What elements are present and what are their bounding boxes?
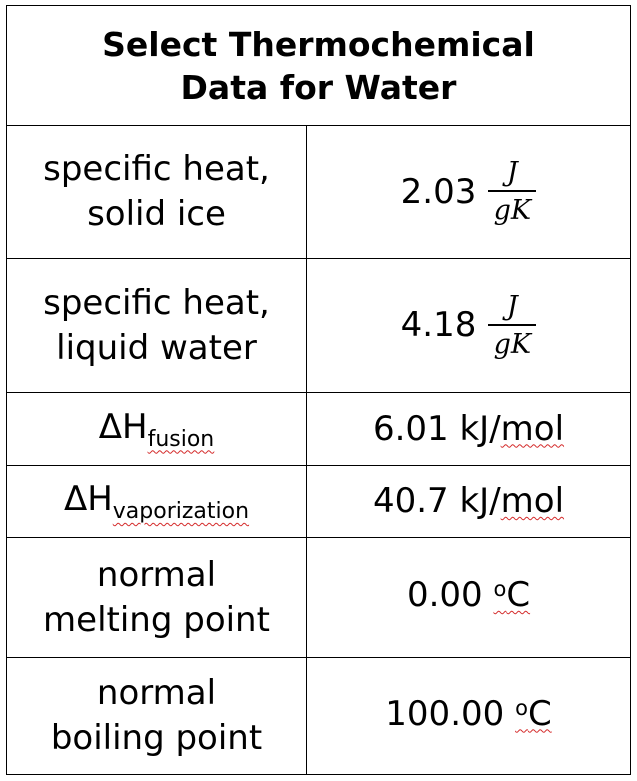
table-title: Select Thermochemical Data for Water <box>7 6 630 126</box>
table-title-line-2: Data for Water <box>180 67 457 107</box>
celsius-symbol: C <box>527 693 552 734</box>
value-unit: mol <box>500 481 565 521</box>
row-label-line-2: melting point <box>43 599 270 640</box>
table-title-line-1: Select Thermochemical <box>102 24 535 64</box>
row-label-line-2: liquid water <box>56 327 257 368</box>
degree-unit: oC <box>493 575 530 615</box>
row-value: 2.03 J gK <box>307 126 630 258</box>
table-row-melting-point: normal melting point 0.00 oC <box>7 538 630 658</box>
thermochemical-data-table: Select Thermochemical Data for Water spe… <box>6 5 631 775</box>
value-number: 6.01 kJ/ <box>372 408 501 449</box>
degree-superscript: o <box>493 577 507 601</box>
table-row-specific-heat-water: specific heat, liquid water 4.18 J gK <box>7 259 630 393</box>
unit-numerator: J <box>506 290 518 322</box>
value-number: 4.18 <box>400 305 477 345</box>
delta-h-symbol: ΔH <box>98 406 148 447</box>
delta-h-symbol: ΔH <box>63 479 113 519</box>
value-number: 40.7 kJ/ <box>372 481 501 521</box>
row-label-line-1: normal <box>96 673 217 713</box>
row-label-line-2: boiling point <box>50 718 263 758</box>
table-row-boiling-point: normal boiling point 100.00 oC <box>7 658 630 774</box>
delta-h-subscript: vaporization <box>112 499 250 524</box>
value-number: 2.03 <box>400 171 477 212</box>
delta-h-subscript: fusion <box>147 426 215 452</box>
row-label: specific heat, solid ice <box>7 126 307 258</box>
row-value: 6.01 kJ/mol <box>307 393 630 465</box>
delta-h-label: ΔH fusion <box>99 405 215 454</box>
delta-h-label: ΔH vaporization <box>64 477 249 526</box>
unit-fraction: J gK <box>488 157 537 226</box>
unit-denominator: gK <box>493 328 532 360</box>
row-label: specific heat, liquid water <box>7 259 307 392</box>
value-number: 0.00 <box>406 575 494 615</box>
table-row-enthalpy-vaporization: ΔH vaporization 40.7 kJ/mol <box>7 466 630 538</box>
row-label-line-1: specific heat, <box>43 149 270 189</box>
row-value: 40.7 kJ/mol <box>307 466 630 537</box>
row-label-line-1: normal <box>96 554 217 595</box>
row-label-line-2: solid ice <box>87 194 226 234</box>
unit-fraction: J gK <box>488 290 537 360</box>
row-value: 0.00 oC <box>307 538 630 657</box>
celsius-symbol: C <box>506 575 531 615</box>
unit-numerator: J <box>506 157 518 188</box>
row-value: 100.00 oC <box>307 658 630 774</box>
row-label: normal boiling point <box>7 658 307 774</box>
table-row-enthalpy-fusion: ΔH fusion 6.01 kJ/mol <box>7 393 630 466</box>
row-value: 4.18 J gK <box>307 259 630 392</box>
fraction-bar <box>488 323 537 326</box>
degree-superscript: o <box>515 695 528 720</box>
value-with-fraction-unit: 4.18 J gK <box>400 290 537 360</box>
value-text: 6.01 kJ/mol <box>373 407 564 452</box>
fraction-bar <box>488 190 537 192</box>
row-label-line-1: specific heat, <box>43 282 270 323</box>
unit-denominator: gK <box>493 195 532 226</box>
value-text: 40.7 kJ/mol <box>373 479 564 524</box>
value-text: 0.00 oC <box>407 573 530 622</box>
degree-unit: oC <box>515 694 552 734</box>
value-text: 100.00 oC <box>385 692 551 741</box>
value-unit: mol <box>500 408 565 449</box>
value-number: 100.00 <box>385 693 516 734</box>
row-label: ΔH vaporization <box>7 466 307 537</box>
table-row-specific-heat-ice: specific heat, solid ice 2.03 J gK <box>7 126 630 259</box>
row-label: ΔH fusion <box>7 393 307 465</box>
row-label: normal melting point <box>7 538 307 657</box>
value-with-fraction-unit: 2.03 J gK <box>401 158 537 226</box>
